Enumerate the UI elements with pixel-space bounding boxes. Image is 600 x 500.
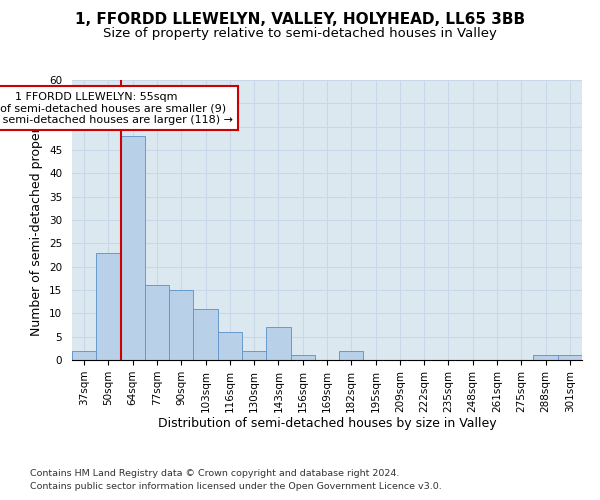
Text: 1, FFORDD LLEWELYN, VALLEY, HOLYHEAD, LL65 3BB: 1, FFORDD LLEWELYN, VALLEY, HOLYHEAD, LL… <box>75 12 525 28</box>
Text: Size of property relative to semi-detached houses in Valley: Size of property relative to semi-detach… <box>103 28 497 40</box>
Bar <box>72 350 96 360</box>
X-axis label: Distribution of semi-detached houses by size in Valley: Distribution of semi-detached houses by … <box>158 418 496 430</box>
Bar <box>96 252 121 360</box>
Y-axis label: Number of semi-detached properties: Number of semi-detached properties <box>31 104 43 336</box>
Bar <box>193 308 218 360</box>
Bar <box>533 356 558 360</box>
Bar <box>290 356 315 360</box>
Bar <box>242 350 266 360</box>
Text: 1 FFORDD LLEWELYN: 55sqm
← 7% of semi-detached houses are smaller (9)
89% of sem: 1 FFORDD LLEWELYN: 55sqm ← 7% of semi-de… <box>0 92 233 125</box>
Text: Contains HM Land Registry data © Crown copyright and database right 2024.: Contains HM Land Registry data © Crown c… <box>30 468 400 477</box>
Bar <box>266 328 290 360</box>
Bar <box>145 286 169 360</box>
Bar <box>121 136 145 360</box>
Bar <box>558 356 582 360</box>
Bar <box>169 290 193 360</box>
Bar <box>339 350 364 360</box>
Text: Contains public sector information licensed under the Open Government Licence v3: Contains public sector information licen… <box>30 482 442 491</box>
Bar <box>218 332 242 360</box>
